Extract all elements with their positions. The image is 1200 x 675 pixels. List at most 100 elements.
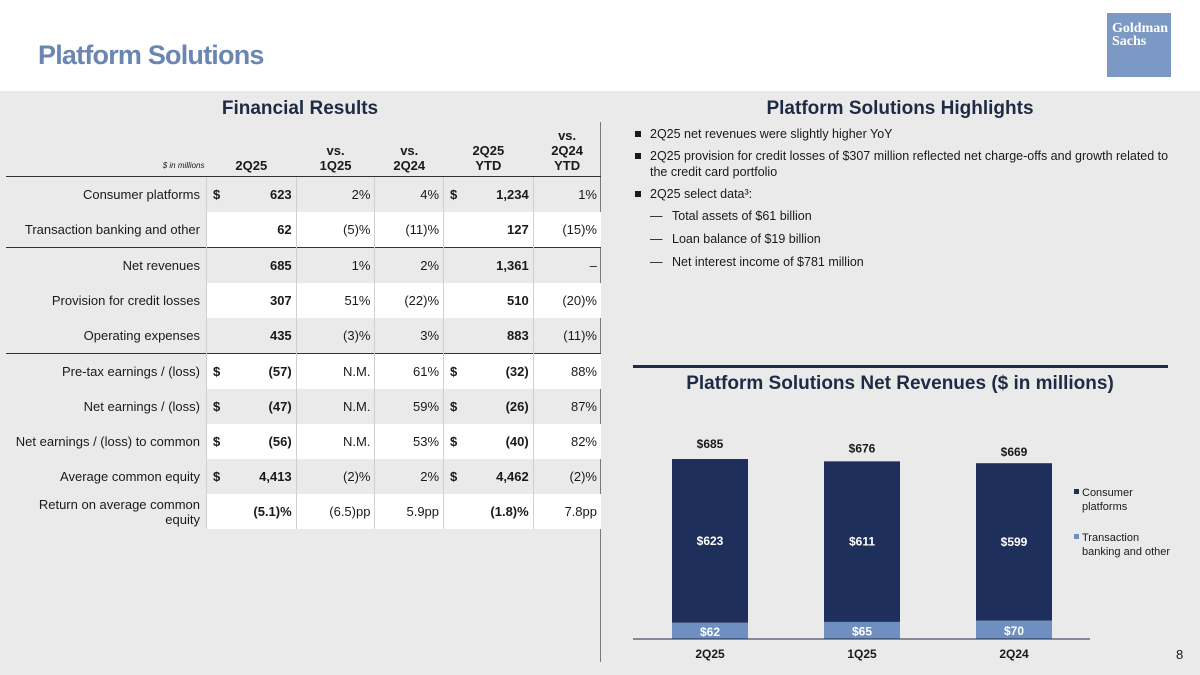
row-label: Net earnings / (loss) to common: [15, 434, 200, 449]
bar-segment-consumer-platforms: [976, 463, 1052, 621]
value-vs-2q24: 5.9pp: [374, 494, 444, 529]
value-vs-2q24: 2%: [374, 459, 444, 494]
value-vs-2q24: (11)%: [374, 212, 444, 248]
highlights-title: Platform Solutions Highlights: [766, 98, 1034, 119]
value-vs-1q25: (5)%: [295, 212, 375, 248]
value-vs-2q24: 4%: [374, 176, 444, 212]
value-2q25-ytd: 127: [466, 212, 534, 248]
chart-title: Platform Solutions Net Revenues ($ in mi…: [686, 373, 1114, 394]
value-vs-2q24-ytd: 88%: [532, 353, 601, 389]
dash-icon: —: [650, 255, 663, 269]
goldman-sachs-logo: Goldman Sachs: [1107, 13, 1171, 77]
financial-results-table: $ in millions 2Q25 vs. 1Q25 vs. 2Q24 2Q25 Y…: [6, 123, 601, 529]
data-label-total: $669: [1001, 445, 1028, 459]
table-row: Consumer platforms $623 2% 4% $1,234 1%: [6, 176, 601, 212]
value-2q25: 62: [229, 212, 297, 248]
value-2q25-ytd: 1,234: [496, 187, 529, 202]
currency-symbol: $: [206, 176, 229, 212]
value-2q25-ytd: 883: [507, 328, 529, 343]
x-tick-label: 2Q24: [999, 647, 1029, 661]
table-row: Operating expenses 435 (3)% 3% 883 (11)%: [6, 318, 601, 354]
table-row: Return on average common equity (5.1)% (6.…: [6, 494, 601, 529]
x-tick-label: 1Q25: [847, 647, 877, 661]
value-vs-2q24-ytd: –: [532, 247, 601, 283]
value-vs-1q25: (6.5)pp: [295, 494, 375, 529]
currency-symbol: $: [443, 353, 467, 389]
bar-segment-transaction-banking: [824, 621, 900, 639]
value-2q25: (56): [229, 424, 297, 459]
value-vs-1q25: N.M.: [295, 424, 375, 459]
value-vs-2q24: 53%: [374, 424, 444, 459]
highlight-sub-bullet: — Total assets of $61 billion: [650, 209, 812, 223]
table-row: Provision for credit losses 307 51% (22)% 51…: [6, 283, 601, 318]
value-vs-2q24-ytd: 7.8pp: [532, 494, 601, 529]
value-vs-1q25: 1%: [295, 247, 375, 283]
table-row: Net revenues 685 1% 2% 1,361–: [6, 247, 601, 283]
value-2q25-ytd: (26): [505, 399, 529, 414]
data-label-consumer-platforms: $611: [849, 535, 875, 549]
highlight-bullet: 2Q25 provision for credit losses of $307…: [635, 148, 1180, 180]
value-vs-1q25: N.M.: [295, 353, 375, 389]
bullet-square-icon: [635, 191, 641, 197]
bar-segment-consumer-platforms: [824, 461, 900, 622]
table-row: Pre-tax earnings / (loss) $ (57) N.M. 61% $ (3…: [6, 353, 601, 389]
value-2q25: 623: [269, 187, 292, 202]
value-vs-2q24: 61%: [374, 353, 444, 389]
row-label: Net revenues: [6, 247, 207, 283]
logo-line-1: Goldman: [1112, 21, 1169, 36]
table-row: Transaction banking and other 62 (5)% (11)%…: [6, 212, 601, 248]
data-label-consumer-platforms: $599: [1001, 535, 1028, 549]
column-header: 2Q25 YTD: [443, 123, 534, 177]
bar-segment-consumer-platforms: [672, 459, 748, 623]
currency-symbol: [443, 212, 467, 248]
highlight-sub-bullet: — Net interest income of $781 million: [650, 255, 864, 269]
column-header: vs. 1Q25: [296, 123, 375, 177]
currency-symbol: $: [206, 353, 229, 389]
bullet-square-icon: [635, 153, 641, 159]
currency-symbol: [206, 283, 229, 318]
currency-symbol: [443, 247, 467, 283]
table-row: Net earnings / (loss) $ (47) N.M. 59% $ (26) 87…: [6, 389, 601, 424]
currency-symbol: $: [443, 176, 467, 212]
value-2q25-ytd: 4,462: [496, 469, 529, 484]
row-label: Consumer platforms: [82, 187, 200, 202]
currency-symbol: [206, 318, 229, 354]
net-revenues-chart: $62 $623 $685 2Q25 $65 $611 $676 1Q25 $70 $599 $66…: [633, 437, 1170, 661]
table-header-row: $ in millions 2Q25 vs. 1Q25 vs. 2Q24 2Q25 Y…: [6, 123, 601, 177]
bullet-square-icon: [635, 131, 641, 137]
value-vs-2q24-ytd: 1%: [532, 176, 601, 212]
highlights-list: 2Q25 net revenues were slightly higher Y…: [635, 126, 1180, 277]
value-2q25-ytd: (32): [466, 353, 534, 389]
value-2q25: 685: [229, 247, 297, 283]
value-vs-1q25: (3)%: [295, 318, 375, 354]
unit-note: $ in millions: [6, 123, 207, 177]
row-label: Provision for credit losses: [51, 293, 200, 308]
table-row: Average common equity $4,413 (2)% 2% $4,462(…: [6, 459, 601, 494]
dash-icon: —: [650, 209, 663, 223]
currency-symbol: $: [206, 459, 229, 494]
row-label: Transaction banking and other: [24, 222, 200, 237]
value-vs-1q25: 2%: [295, 176, 375, 212]
value-vs-1q25: (2)%: [295, 459, 375, 494]
logo-line-2: Sachs: [1112, 34, 1147, 49]
legend-label-transaction-banking: Transaction banking and other: [1082, 532, 1170, 558]
row-label: Net earnings / (loss): [83, 399, 200, 414]
value-2q25: (5.1)%: [229, 494, 297, 529]
currency-symbol: [206, 494, 229, 529]
chart-top-rule: [633, 365, 1168, 368]
data-label-transaction-banking: $70: [1004, 624, 1024, 638]
highlight-bullet: 2Q25 net revenues were slightly higher Y…: [635, 126, 1180, 142]
page-title: Platform Solutions: [38, 40, 264, 70]
currency-symbol: $: [206, 389, 229, 424]
row-label: Return on average common equity: [38, 496, 200, 527]
data-label-total: $685: [697, 437, 724, 451]
data-label-total: $676: [849, 441, 876, 455]
column-header: vs. 2Q24 YTD: [533, 123, 601, 177]
value-2q25: 4,413: [259, 469, 292, 484]
legend-swatch-transaction-banking: [1074, 534, 1079, 539]
value-vs-2q24: 59%: [374, 389, 444, 424]
value-vs-2q24-ytd: (11)%: [532, 318, 601, 354]
column-header: vs. 2Q24: [374, 123, 444, 177]
value-2q25: 307: [229, 283, 297, 318]
highlight-sub-bullet: — Loan balance of $19 billion: [650, 232, 821, 246]
